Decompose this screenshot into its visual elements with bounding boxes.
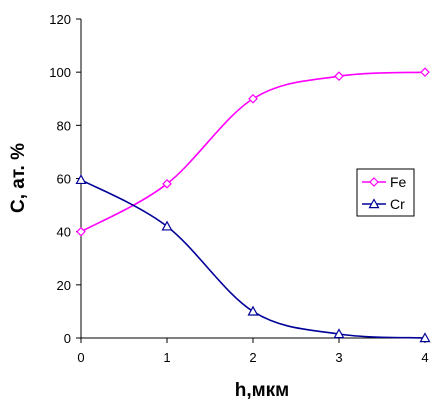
data-point-fe — [76, 226, 86, 237]
legend-box — [356, 168, 415, 217]
series-layer — [75, 67, 431, 343]
x-axis-title: h,мкм — [235, 380, 290, 401]
x-tick-label: 3 — [335, 350, 342, 365]
legend-marker-fe — [369, 177, 379, 187]
legend-items: Fe Cr — [362, 174, 407, 212]
legend-label-cr: Cr — [390, 196, 405, 212]
data-point-fe — [162, 178, 172, 189]
legend-item-fe: Fe — [362, 174, 407, 190]
y-tick-label: 120 — [49, 12, 71, 27]
y-tick-label: 60 — [57, 172, 71, 187]
data-point-fe — [420, 67, 430, 78]
x-tick-label: 1 — [163, 350, 170, 365]
data-point-cr — [75, 174, 87, 185]
y-tick-label: 0 — [64, 331, 71, 346]
data-point-fe — [334, 71, 344, 82]
y-tick-label: 80 — [57, 118, 71, 133]
y-tick-label: 40 — [57, 225, 71, 240]
legend-marker-cr — [368, 198, 380, 209]
data-point-cr — [333, 328, 345, 339]
x-tick-label: 2 — [249, 350, 256, 365]
legend-item-cr: Cr — [362, 196, 405, 212]
data-point-fe — [248, 93, 258, 104]
y-ticks: 0 20 40 60 80 100 120 — [49, 12, 81, 346]
legend: Fe Cr — [356, 168, 415, 217]
data-point-cr — [161, 220, 173, 231]
x-tick-label: 4 — [421, 350, 428, 365]
legend-label-fe: Fe — [390, 174, 407, 190]
data-point-cr — [419, 332, 431, 343]
plot-area: 0 1 2 3 4 0 20 40 60 80 100 120 — [49, 12, 431, 365]
x-tick-label: 0 — [77, 350, 84, 365]
y-axis-title: C, ат. % — [8, 143, 29, 213]
series-cr — [75, 174, 431, 343]
y-tick-label: 20 — [57, 278, 71, 293]
series-fe — [76, 67, 430, 237]
x-ticks: 0 1 2 3 4 — [77, 338, 429, 365]
y-tick-label: 100 — [49, 65, 71, 80]
data-point-cr — [247, 305, 259, 316]
